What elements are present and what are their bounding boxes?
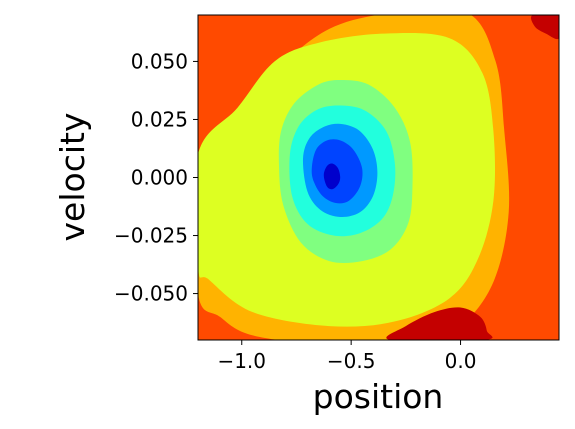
y-tick-label: −0.025 — [114, 224, 188, 248]
plot-area — [198, 15, 559, 340]
y-tick-label: −0.050 — [114, 282, 188, 306]
contour-levels — [198, 15, 559, 340]
y-axis-ticks: 0.050 0.025 0.000 −0.025 −0.050 — [114, 49, 198, 306]
x-tick-label: 0.0 — [445, 349, 477, 373]
x-tick-label: −0.5 — [327, 349, 376, 373]
contour-level-8 — [386, 307, 493, 340]
y-tick-label: 0.025 — [131, 107, 188, 131]
x-axis-title: position — [313, 377, 444, 416]
x-tick-label: −1.0 — [217, 349, 266, 373]
y-tick-label: 0.050 — [131, 49, 188, 73]
y-axis-title: velocity — [53, 113, 92, 242]
x-axis-ticks: −1.0 −0.5 0.0 — [217, 340, 476, 373]
contour-level-6 — [323, 163, 341, 190]
y-tick-label: 0.000 — [131, 166, 188, 190]
contour-level-7 — [531, 15, 559, 40]
